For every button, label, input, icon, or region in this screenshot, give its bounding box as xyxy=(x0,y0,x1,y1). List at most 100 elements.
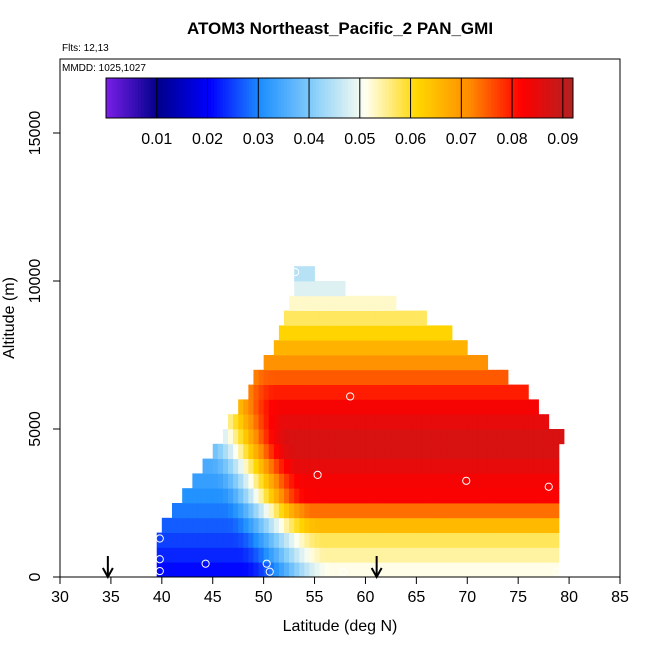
field-cell xyxy=(329,429,336,445)
field-cell xyxy=(258,458,265,474)
field-cell xyxy=(197,517,203,533)
colorbar-segment xyxy=(170,78,174,118)
colorbar-segment xyxy=(456,78,460,118)
field-cell xyxy=(253,473,259,489)
colorbar-segment xyxy=(403,78,408,118)
field-cell xyxy=(314,414,321,430)
field-cell xyxy=(233,429,239,445)
field-cell xyxy=(416,340,422,356)
y-axis: 0 5000 10000 15000 xyxy=(27,111,60,581)
field-cell xyxy=(329,473,336,489)
field-cell xyxy=(523,517,529,533)
field-cell xyxy=(502,532,509,548)
field-cell xyxy=(548,458,555,474)
field-cell xyxy=(345,325,351,341)
field-cell xyxy=(268,532,275,548)
field-cell xyxy=(340,325,346,341)
field-cell xyxy=(314,399,321,415)
field-cell xyxy=(222,429,229,445)
observation-point xyxy=(462,476,471,485)
field-cell xyxy=(436,562,443,578)
field-cell xyxy=(248,503,254,519)
field-cell xyxy=(278,443,285,459)
field-cell xyxy=(385,369,392,385)
field-cell xyxy=(309,532,315,548)
field-cell xyxy=(355,443,361,459)
observation-point xyxy=(552,567,561,576)
field-cell xyxy=(334,429,341,445)
field-cell xyxy=(263,532,270,548)
field-cell xyxy=(284,443,290,459)
colorbar-segment xyxy=(228,78,233,118)
field-cell xyxy=(222,532,229,548)
colorbar-segment xyxy=(345,78,349,118)
field-cell xyxy=(284,532,290,548)
field-cell xyxy=(350,443,356,459)
colorbar-segment xyxy=(327,78,332,118)
field-cell xyxy=(294,517,300,533)
field-cell xyxy=(248,399,254,415)
field-cell xyxy=(345,295,351,311)
field-cell xyxy=(543,473,550,489)
field-cell xyxy=(482,532,489,548)
colorbar-segment xyxy=(479,78,484,118)
field-cell xyxy=(462,488,468,504)
field-cell xyxy=(294,488,300,504)
field-cell xyxy=(487,562,494,578)
field-cell xyxy=(416,532,422,548)
field-cell xyxy=(421,369,427,385)
colorbar-tick-label: 0.02 xyxy=(192,131,223,148)
field-cell xyxy=(284,369,290,385)
field-cell xyxy=(314,369,321,385)
field-cell xyxy=(375,458,382,474)
field-cell xyxy=(278,532,285,548)
field-cell xyxy=(380,532,387,548)
colorbar-segment xyxy=(205,78,209,118)
field-cell xyxy=(304,355,310,371)
field-cell xyxy=(284,310,290,326)
field-cell xyxy=(457,532,463,548)
field-cell xyxy=(416,488,422,504)
field-cell xyxy=(299,562,305,578)
field-cell xyxy=(426,443,433,459)
field-cell xyxy=(385,547,392,563)
field-cell xyxy=(492,458,499,474)
field-cell xyxy=(350,414,356,430)
colorbar-segment xyxy=(368,78,373,118)
field-cell xyxy=(289,384,295,400)
field-cell xyxy=(268,488,275,504)
field-cell xyxy=(248,473,254,489)
field-cell xyxy=(446,384,453,400)
field-cell xyxy=(217,517,224,533)
field-cell xyxy=(452,399,458,415)
field-cell xyxy=(401,399,407,415)
field-cell xyxy=(396,310,402,326)
field-cell xyxy=(197,473,203,489)
field-cell xyxy=(380,488,387,504)
field-cell xyxy=(385,532,392,548)
field-cell xyxy=(538,473,545,489)
field-cell xyxy=(497,429,504,445)
field-cell xyxy=(329,295,336,311)
field-cell xyxy=(360,325,366,341)
field-cell xyxy=(268,562,275,578)
field-cell xyxy=(375,399,382,415)
field-cell xyxy=(355,532,361,548)
field-cell xyxy=(334,369,341,385)
field-cell xyxy=(334,399,341,415)
field-cell xyxy=(543,562,550,578)
field-cell xyxy=(329,310,336,326)
field-cell xyxy=(553,473,560,489)
colorbar-segment xyxy=(243,78,247,118)
field-cell xyxy=(385,443,392,459)
colorbar-segment xyxy=(421,78,425,118)
field-cell xyxy=(457,473,463,489)
field-cell xyxy=(482,443,489,459)
field-cell xyxy=(385,429,392,445)
field-cell xyxy=(406,310,412,326)
field-cell xyxy=(441,399,448,415)
field-cell xyxy=(258,414,265,430)
field-cell xyxy=(253,503,259,519)
field-cell xyxy=(467,399,473,415)
field-cell xyxy=(273,443,280,459)
